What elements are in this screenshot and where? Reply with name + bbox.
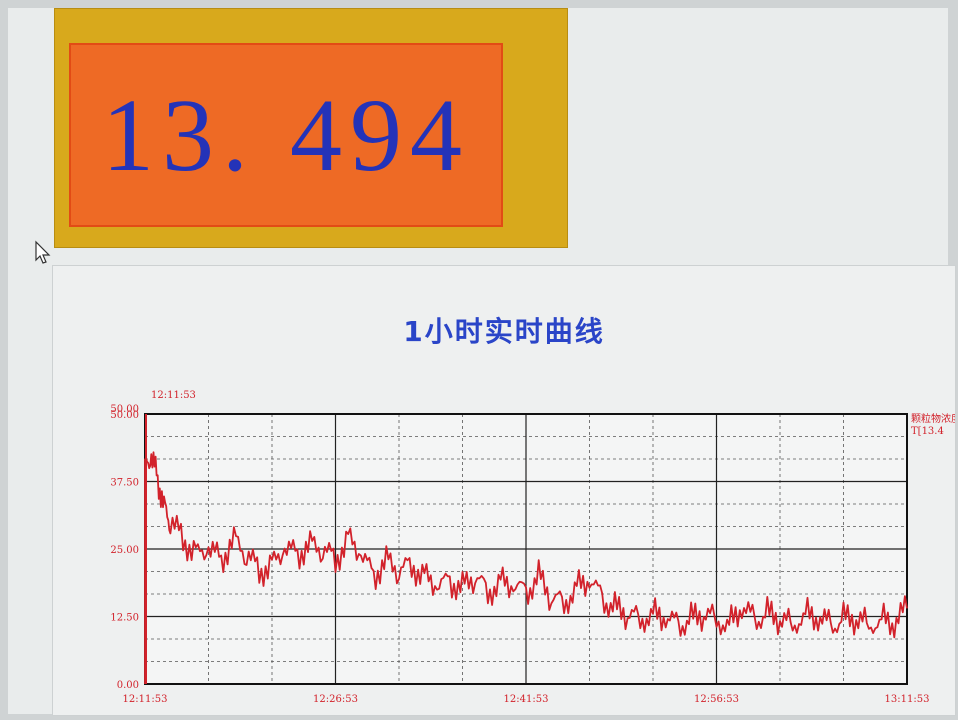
concentration-display-panel: 13. 494: [54, 8, 568, 248]
y-tick-label: 50.00: [110, 410, 139, 421]
panel-title: [75, 0, 555, 21]
x-tick-label: 12:11:53: [123, 694, 168, 705]
hmi-screen: 13. 494 1小时实时曲线 0.00 12.50 25.00 37.50 50.00…: [8, 8, 956, 716]
chart-title: 1小时实时曲线: [403, 315, 605, 348]
x-tick-label: 12:26:53: [313, 694, 358, 705]
y-tick-label: 37.50: [110, 478, 139, 489]
y-tick-label: 12.50: [110, 613, 139, 624]
realtime-curve-panel: 1小时实时曲线 0.00 12.50 25.00 37.50 50.00 50.00 12:…: [52, 265, 956, 716]
series-line: [144, 451, 908, 684]
y-tick-label: 25.00: [110, 545, 139, 556]
start-time-label: 12:11:53: [151, 390, 196, 401]
concentration-value: 13. 494: [102, 77, 470, 193]
x-tick-label: 12:56:53: [694, 694, 739, 705]
legend-text: 颗粒物浓度: [911, 412, 955, 425]
x-tick-label: 13:11:53: [885, 694, 930, 705]
mouse-pointer-icon: [35, 240, 51, 264]
legend-text: T[13.4: [911, 426, 944, 437]
x-tick-label: 12:41:53: [504, 694, 549, 705]
value-box: 13. 494: [69, 43, 503, 227]
y-top-label: 50.00: [110, 404, 139, 415]
y-tick-label: 0.00: [117, 680, 139, 691]
